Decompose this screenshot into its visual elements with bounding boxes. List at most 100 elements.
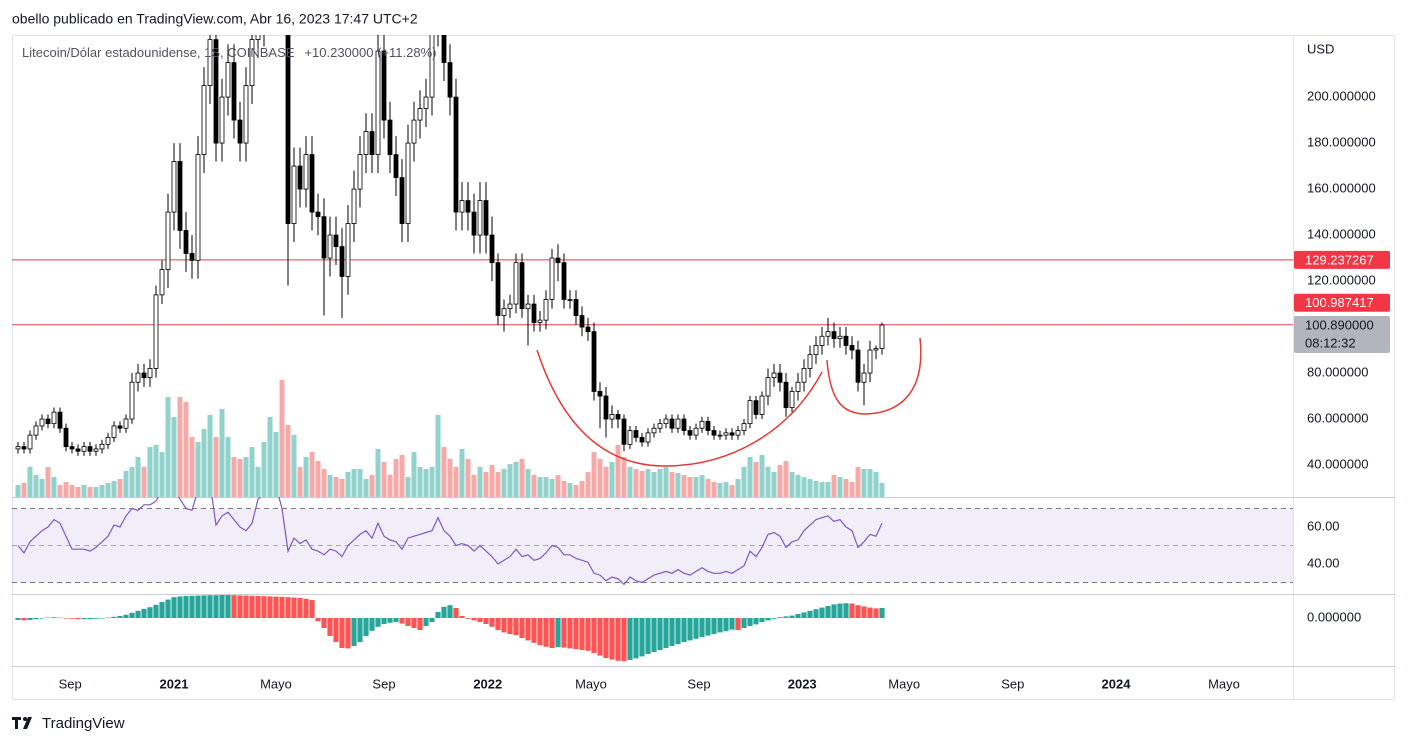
volume-bar bbox=[741, 467, 747, 497]
macd-bar bbox=[579, 618, 585, 650]
macd-bar bbox=[741, 618, 747, 628]
macd-bar bbox=[141, 608, 147, 618]
macd-bar bbox=[435, 612, 441, 618]
volume-bar bbox=[285, 425, 291, 497]
volume-bar bbox=[711, 482, 717, 497]
candle-body bbox=[501, 308, 507, 316]
candle-body bbox=[15, 446, 21, 450]
candle-body bbox=[249, 39, 255, 86]
macd-bar bbox=[135, 610, 141, 618]
macd-bar bbox=[81, 618, 87, 620]
macd-bar bbox=[483, 618, 489, 624]
volume-bar bbox=[819, 482, 825, 497]
volume-bar bbox=[705, 479, 711, 497]
macd-bar bbox=[117, 616, 123, 618]
candle-body bbox=[213, 39, 219, 144]
candle-body bbox=[555, 257, 561, 264]
candle-body bbox=[585, 326, 591, 333]
x-tick-label: 2021 bbox=[160, 676, 189, 691]
volume-bar bbox=[207, 415, 213, 497]
volume-bar bbox=[519, 459, 525, 497]
candle-body bbox=[657, 423, 663, 429]
volume-bar bbox=[219, 409, 225, 497]
macd-bar bbox=[639, 618, 645, 657]
macd-bar bbox=[543, 618, 549, 647]
volume-bar bbox=[831, 475, 837, 497]
candle-body bbox=[375, 50, 381, 155]
volume-bar bbox=[423, 469, 429, 497]
candle-body bbox=[171, 161, 177, 213]
candle-body bbox=[21, 446, 27, 450]
candle-body bbox=[63, 427, 69, 448]
candle-body bbox=[795, 381, 801, 392]
macd-bar bbox=[531, 618, 537, 643]
volume-bar bbox=[201, 429, 207, 497]
macd-bar bbox=[345, 618, 351, 649]
macd-bar bbox=[825, 606, 831, 618]
volume-bar bbox=[231, 457, 237, 497]
candle-body bbox=[609, 414, 615, 420]
macd-bar bbox=[441, 606, 447, 618]
volume-bar bbox=[75, 487, 81, 497]
level-label: 129.237267 bbox=[1305, 252, 1374, 267]
macd-bar bbox=[93, 618, 99, 619]
macd-bar bbox=[339, 618, 345, 648]
x-tick-label: Sep bbox=[372, 676, 395, 691]
volume-bar bbox=[765, 467, 771, 497]
macd-tick-label: 0.000000 bbox=[1307, 609, 1361, 624]
macd-bar bbox=[777, 617, 783, 618]
macd-bar bbox=[357, 618, 363, 642]
macd-bar bbox=[693, 618, 699, 639]
candle-body bbox=[711, 430, 717, 436]
candle-body bbox=[717, 434, 723, 437]
candle-body bbox=[117, 425, 123, 429]
candle-body bbox=[723, 432, 729, 436]
macd-bar bbox=[177, 596, 183, 618]
candle-body bbox=[291, 165, 297, 224]
volume-bar bbox=[159, 452, 165, 497]
macd-bar bbox=[465, 618, 471, 619]
volume-bar bbox=[417, 467, 423, 497]
candle-body bbox=[177, 161, 183, 231]
volume-bar bbox=[429, 467, 435, 497]
macd-bar bbox=[375, 618, 381, 627]
candle-body bbox=[537, 319, 543, 323]
x-tick-label: 2023 bbox=[788, 676, 817, 691]
volume-bar bbox=[411, 452, 417, 497]
volume-bar bbox=[867, 469, 873, 497]
x-tick-label: Sep bbox=[1001, 676, 1024, 691]
volume-bar bbox=[567, 483, 573, 497]
macd-bar bbox=[729, 618, 735, 630]
candle-body bbox=[423, 96, 429, 109]
volume-bar bbox=[591, 452, 597, 497]
macd-bar bbox=[471, 618, 477, 621]
macd-bar bbox=[123, 614, 129, 618]
volume-bar bbox=[309, 452, 315, 497]
axes: Sep 2021 Mayo Sep 2022 Mayo Sep 2023 Mayo Sep 2024… bbox=[59, 89, 1390, 691]
level-label: 100.987417 bbox=[1305, 295, 1374, 310]
candle-body bbox=[225, 62, 231, 98]
macd-bar bbox=[651, 618, 657, 652]
volume-bar bbox=[399, 455, 405, 497]
volume-bar bbox=[663, 467, 669, 497]
candle-body bbox=[219, 96, 225, 144]
candle-body bbox=[417, 108, 423, 121]
candle-body bbox=[441, 35, 447, 63]
candle-body bbox=[99, 443, 105, 450]
candle-body bbox=[651, 427, 657, 434]
macd-bar bbox=[489, 618, 495, 627]
macd-bar bbox=[663, 618, 669, 648]
volume-bar bbox=[531, 475, 537, 497]
macd-bar bbox=[399, 618, 405, 624]
candle-body bbox=[627, 430, 633, 445]
volume-bar bbox=[303, 457, 309, 497]
volume-bar bbox=[849, 482, 855, 497]
footer-logo: TradingView bbox=[12, 715, 125, 732]
candle-body bbox=[483, 200, 489, 236]
macd-bar bbox=[669, 618, 675, 646]
macd-bar bbox=[591, 618, 597, 654]
candle-body bbox=[237, 119, 243, 144]
volume-bar bbox=[405, 477, 411, 497]
volume-bar bbox=[261, 442, 267, 497]
candle-body bbox=[561, 262, 567, 300]
